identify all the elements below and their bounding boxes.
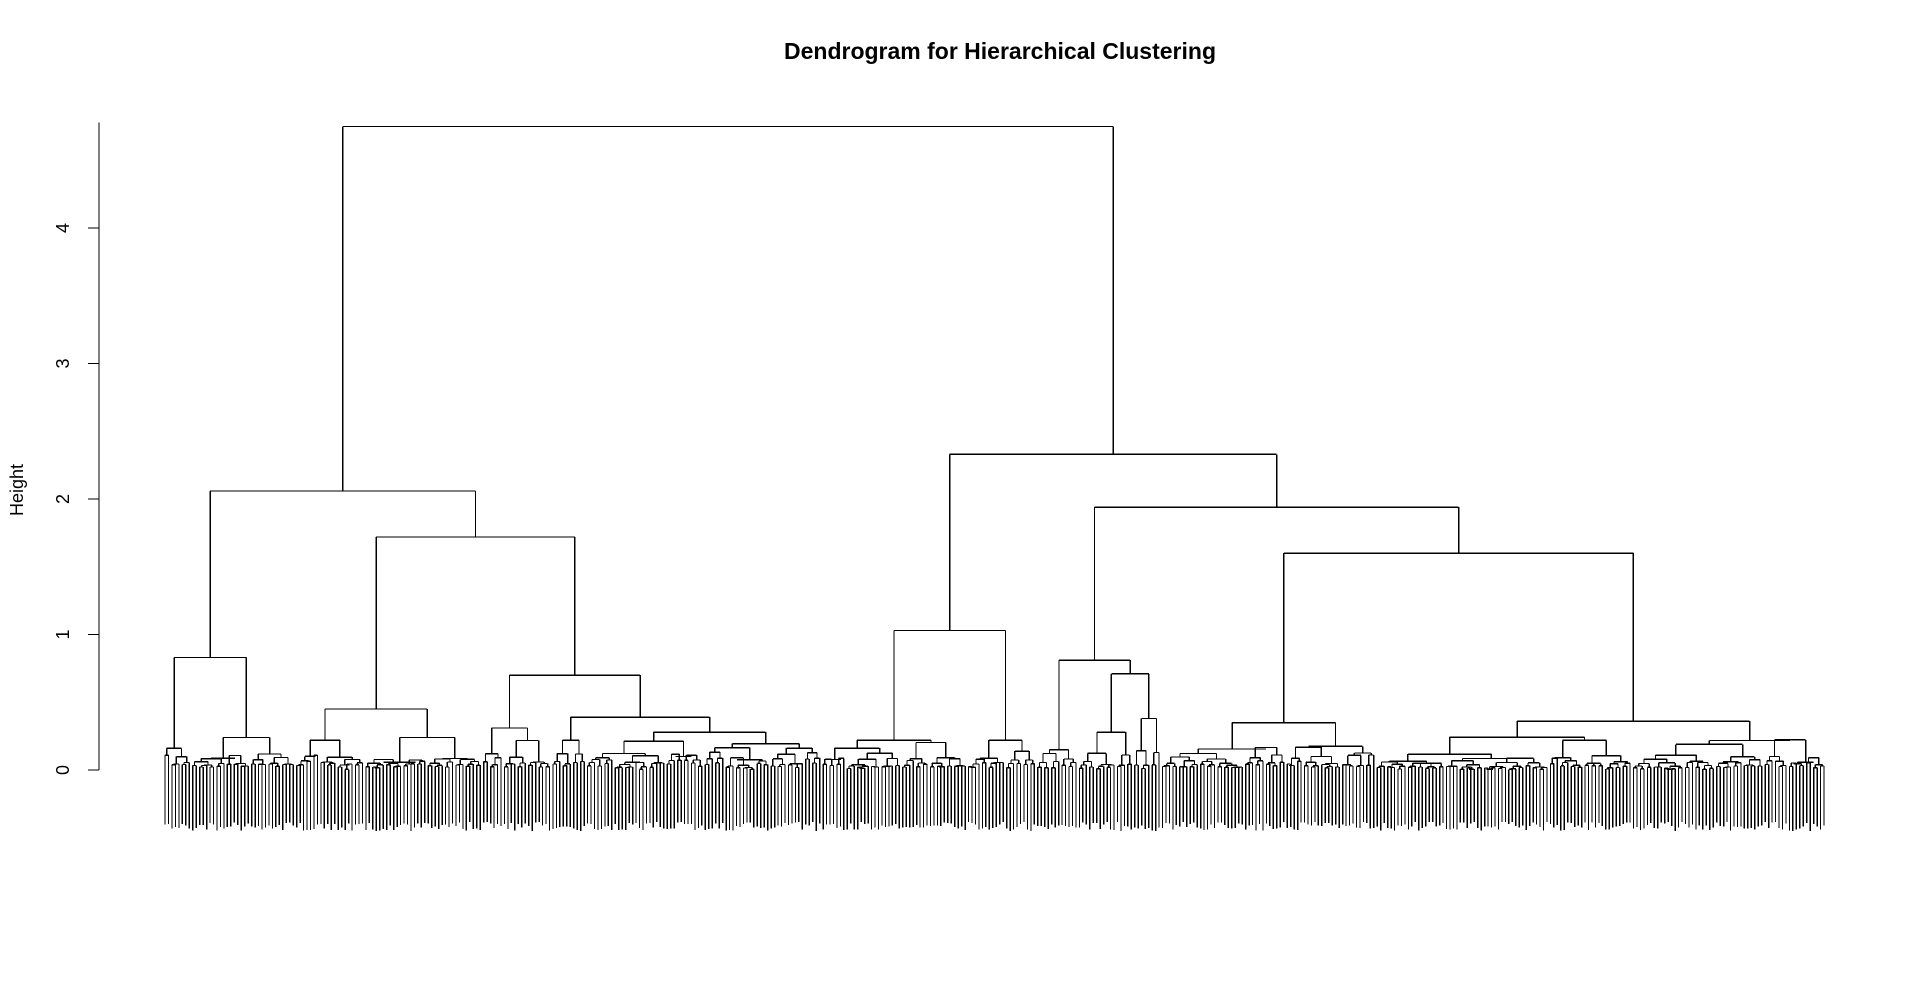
y-tick-label-2: 2 (53, 494, 73, 504)
dendrogram-branches (164, 125, 1825, 831)
dendrogram-tree (164, 125, 1825, 831)
y-tick-label-3: 3 (53, 358, 73, 368)
y-axis: 0 1 2 3 4 (53, 122, 100, 775)
y-axis-label: Height (7, 464, 27, 516)
y-tick-label-0: 0 (53, 765, 73, 775)
y-tick-label-1: 1 (53, 629, 73, 639)
y-tick-label-4: 4 (53, 223, 73, 233)
chart-title: Dendrogram for Hierarchical Clustering (784, 38, 1216, 64)
